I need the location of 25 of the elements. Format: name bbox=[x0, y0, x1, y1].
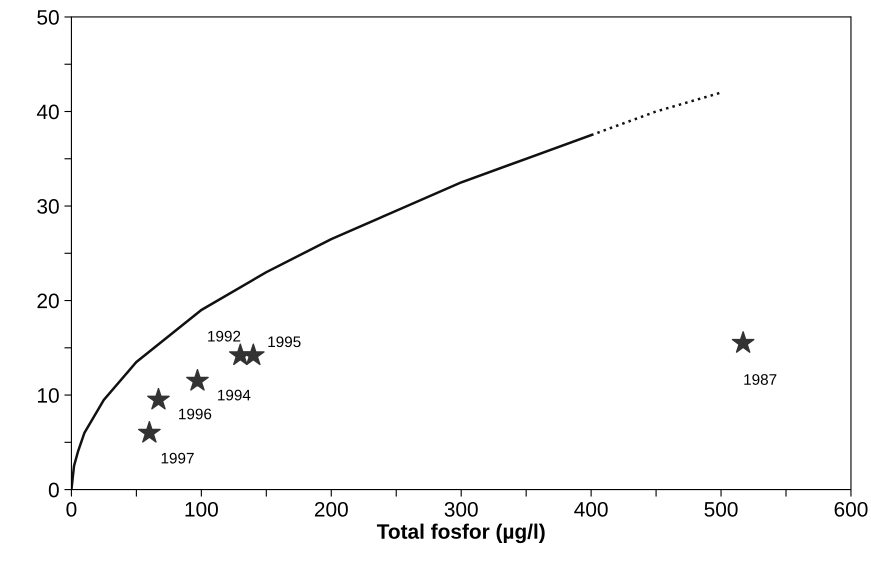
point bbox=[147, 388, 170, 410]
y-tick-label: 30 bbox=[37, 199, 59, 214]
annotation: 1996 bbox=[179, 408, 212, 420]
x-tick-label: 600 bbox=[834, 502, 868, 517]
annotation: 1995 bbox=[268, 336, 301, 348]
x-tick-label: 200 bbox=[314, 502, 348, 517]
y-tick-label: 50 bbox=[37, 10, 59, 25]
point bbox=[138, 420, 161, 443]
y-tick-label: 40 bbox=[36, 104, 59, 120]
y-tick-label: 0 bbox=[48, 482, 59, 498]
annotation: 1997 bbox=[162, 452, 194, 464]
x-tick-label: 100 bbox=[186, 502, 218, 517]
x-axis-title: Total fosfor (µg/l) bbox=[376, 524, 545, 544]
point bbox=[732, 331, 754, 353]
point bbox=[242, 343, 265, 366]
x-tick-label: 0 bbox=[66, 502, 76, 517]
point bbox=[186, 369, 209, 391]
annotation: 1994 bbox=[218, 390, 250, 400]
x-tick-label: 500 bbox=[704, 502, 738, 517]
annotation: 1992 bbox=[208, 330, 240, 342]
x-tick-label: 300 bbox=[444, 502, 478, 517]
annotation: 1987 bbox=[744, 374, 776, 385]
y-tick-label: 20 bbox=[37, 294, 59, 308]
y-tick-label: 10 bbox=[38, 388, 59, 403]
x-tick-label: 400 bbox=[574, 502, 608, 517]
